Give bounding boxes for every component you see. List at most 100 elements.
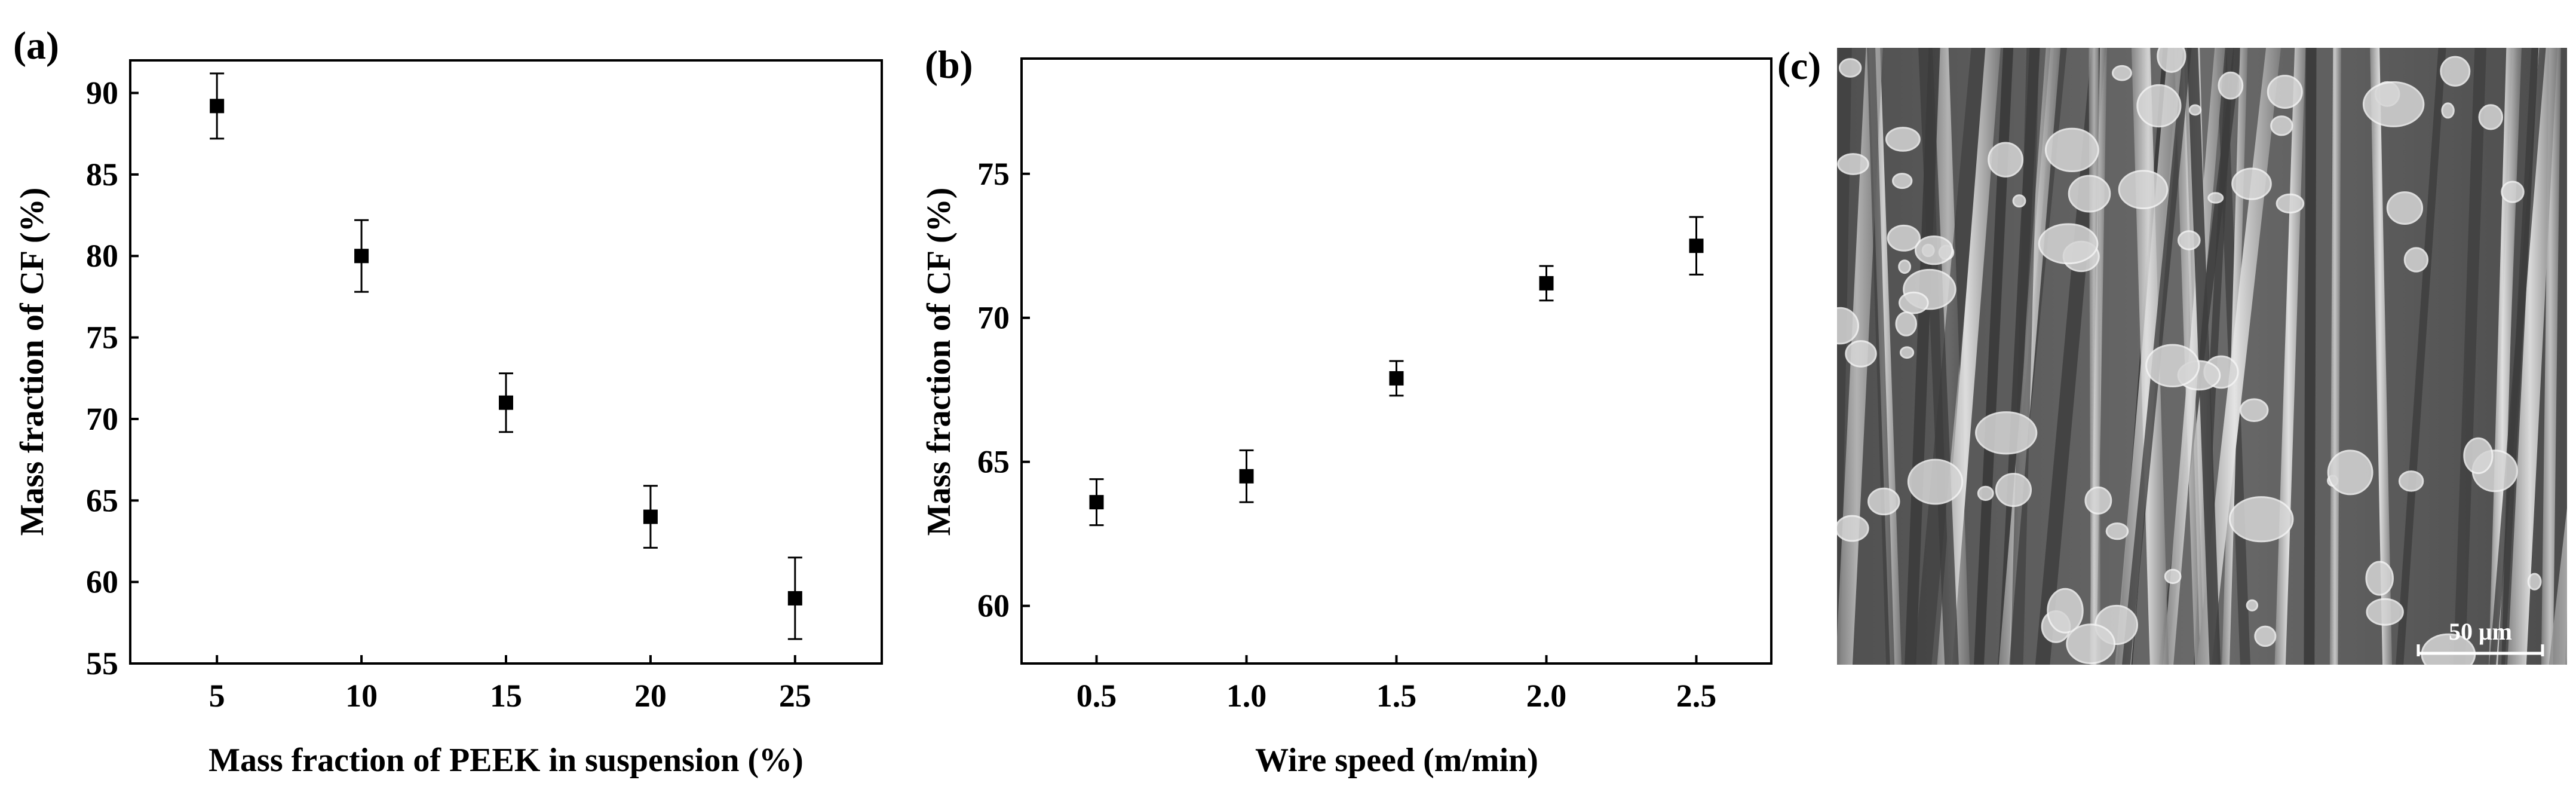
fiber-shape — [2565, 610, 2567, 665]
data-point — [1089, 478, 1104, 527]
peek-particle — [1887, 224, 1921, 252]
data-point — [787, 556, 802, 640]
chart-a-points — [210, 72, 802, 640]
fiber-shape — [2329, 48, 2341, 665]
chart-a: (a) 55 60 65 70 75 80 85 90 5 10 15 20 25 Mass frac… — [13, 24, 883, 779]
data-marker — [1689, 238, 1704, 253]
data-point — [643, 485, 658, 549]
peek-particle — [2157, 48, 2186, 73]
peek-particle — [2068, 175, 2111, 213]
y-tick-label: 55 — [86, 646, 118, 681]
data-marker — [787, 591, 802, 606]
fiber-shape — [2507, 48, 2558, 665]
sem-micrograph — [1837, 42, 2576, 669]
fiber-shape — [2304, 48, 2317, 665]
peek-particle — [2012, 194, 2026, 208]
peek-particle — [2362, 81, 2425, 127]
fiber-shape — [1905, 48, 1940, 665]
peek-particle — [1845, 340, 1877, 368]
fiber-shape — [1974, 48, 2014, 665]
fiber-shape — [2370, 48, 2393, 665]
y-tick-label: 80 — [86, 238, 118, 274]
data-marker — [1389, 371, 1404, 386]
peek-particle — [1988, 142, 2024, 178]
panel-a-label: (a) — [13, 24, 59, 68]
chart-b-x-axis-title: Wire speed (m/min) — [1255, 742, 1538, 779]
chart-a-x-axis-title: Mass fraction of PEEK in suspension (%) — [208, 742, 804, 779]
x-tick-label: 1.0 — [1226, 678, 1267, 714]
peek-particle — [2047, 588, 2084, 634]
peek-particle — [1837, 153, 1869, 175]
peek-particle — [1899, 291, 1929, 314]
peek-particle — [2270, 115, 2293, 136]
y-tick-label: 60 — [86, 564, 118, 600]
fiber-shape — [2186, 48, 2221, 665]
x-tick-label: 2.0 — [1526, 678, 1567, 714]
x-tick-label: 25 — [779, 678, 811, 714]
peek-particle — [1898, 259, 1912, 274]
peek-particle — [2478, 104, 2504, 130]
peek-particle — [2136, 84, 2182, 128]
peek-particle — [2441, 102, 2455, 119]
y-tick-label: 65 — [977, 444, 1010, 480]
data-point — [1539, 265, 1554, 302]
peek-particle — [2105, 522, 2129, 540]
scale-bar-label: 50 μm — [2449, 618, 2512, 645]
peek-particle — [2044, 127, 2099, 173]
peek-particle — [2267, 75, 2303, 109]
fiber-shape — [2569, 42, 2576, 669]
fiber-shape — [2498, 48, 2539, 665]
peek-particle — [2239, 398, 2269, 423]
peek-particle — [2365, 561, 2394, 596]
data-point — [499, 372, 513, 433]
peek-particle — [1838, 58, 1862, 78]
fiber-shape — [1837, 48, 1852, 665]
data-marker — [499, 395, 513, 410]
chart-a-x-ticks: 5 10 15 20 25 — [209, 655, 811, 714]
y-tick-label: 90 — [86, 75, 118, 111]
data-marker — [1089, 495, 1104, 510]
peek-particle — [2398, 470, 2424, 492]
peek-particle — [1995, 473, 2032, 507]
peek-particle — [2066, 623, 2116, 665]
peek-particle — [2386, 191, 2424, 225]
fiber-shape — [2396, 48, 2446, 665]
peek-particle — [2501, 181, 2525, 203]
peek-particle — [2440, 56, 2471, 87]
x-tick-label: 0.5 — [1077, 678, 1117, 714]
peek-particle — [1891, 173, 1913, 189]
peek-particle — [2118, 170, 2169, 210]
peek-particle — [2463, 437, 2494, 475]
y-tick-label: 75 — [977, 156, 1010, 192]
peek-particle — [2084, 486, 2112, 515]
fiber-shape — [2453, 48, 2487, 665]
x-tick-label: 2.5 — [1676, 678, 1717, 714]
peek-particle — [1885, 127, 1921, 152]
fiber-shape — [1913, 48, 1989, 665]
data-point — [1689, 216, 1704, 276]
peek-particle — [2145, 344, 2200, 387]
y-tick-label: 70 — [86, 401, 118, 437]
peek-particle — [2246, 599, 2259, 611]
fiber-shape — [1937, 48, 2001, 665]
y-tick-label: 65 — [86, 482, 118, 518]
x-tick-label: 5 — [209, 678, 225, 714]
x-tick-label: 20 — [634, 678, 667, 714]
data-marker — [210, 99, 225, 114]
y-tick-label: 75 — [86, 320, 118, 356]
peek-particle — [2276, 193, 2305, 214]
peek-particle — [2228, 496, 2294, 543]
chart-b-y-axis-title: Mass fraction of CF (%) — [921, 188, 958, 536]
x-tick-label: 15 — [490, 678, 522, 714]
chart-a-frame — [129, 59, 883, 665]
data-marker — [643, 509, 658, 524]
x-tick-label: 10 — [345, 678, 378, 714]
peek-particle — [2254, 625, 2277, 647]
peek-particle — [2188, 104, 2202, 116]
data-point — [1239, 449, 1254, 503]
peek-particle — [1914, 235, 1954, 265]
chart-a-y-axis-title: Mass fraction of CF (%) — [14, 188, 51, 536]
chart-b-y-ticks: 60 65 70 75 — [977, 156, 1030, 624]
data-marker — [354, 249, 369, 264]
